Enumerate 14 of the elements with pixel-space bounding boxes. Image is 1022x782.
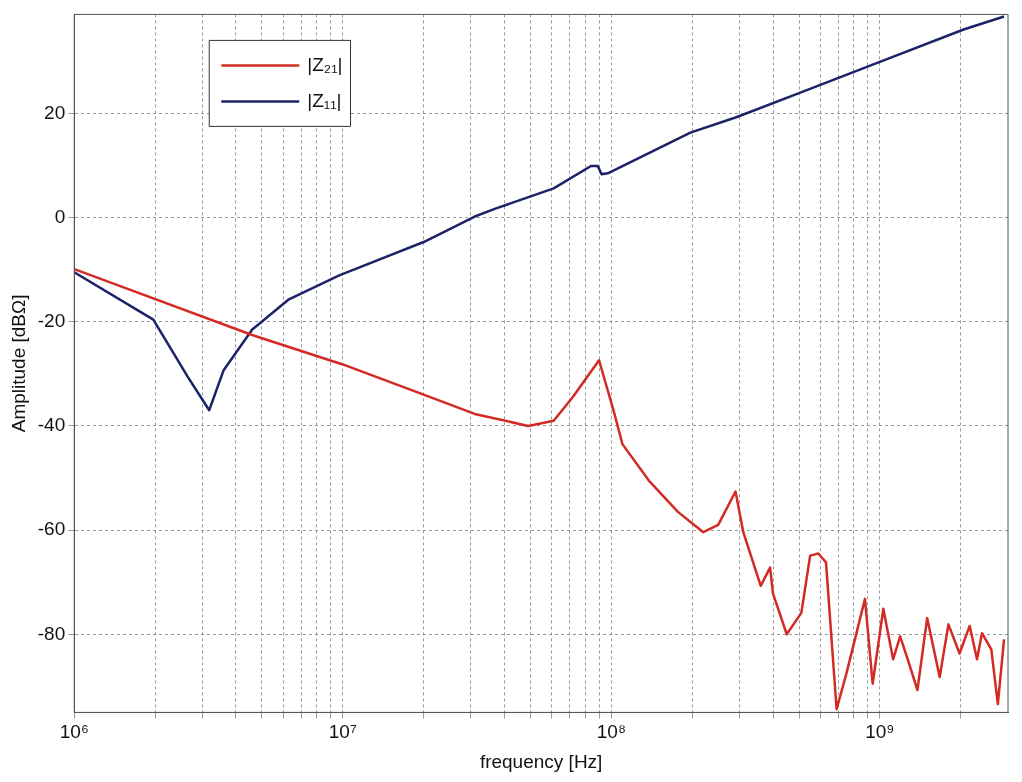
y-axis-title: Amplitude [dBΩ] — [7, 294, 29, 433]
legend-label: |Z₁₁| — [307, 89, 342, 111]
y-tick-label: -80 — [37, 622, 66, 644]
y-tick-label: -40 — [37, 414, 66, 436]
y-tick-label: 20 — [44, 101, 66, 123]
x-tick-label: 10⁷ — [328, 721, 357, 743]
y-tick-label: -20 — [37, 309, 66, 331]
x-tick-label: 10⁸ — [596, 721, 626, 743]
y-tick-label: -60 — [37, 518, 66, 540]
y-tick-label: 0 — [54, 205, 66, 227]
legend-label: |Z₂₁| — [307, 53, 343, 75]
x-tick-label: 10⁶ — [59, 721, 89, 743]
x-tick-label: 10⁹ — [865, 721, 895, 743]
x-axis-title: frequency [Hz] — [479, 750, 603, 772]
